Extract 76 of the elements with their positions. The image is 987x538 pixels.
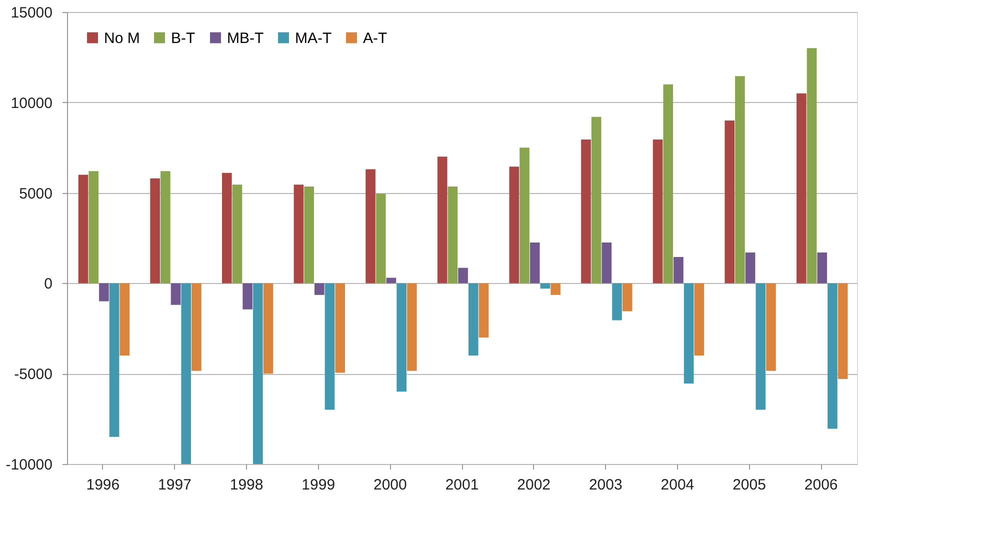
y-tick-label: -5000 — [14, 366, 52, 384]
legend-label: MB-T — [227, 30, 264, 47]
bar — [396, 283, 406, 392]
x-tick-label: 1998 — [230, 476, 264, 494]
x-tick-label: 2001 — [445, 476, 479, 494]
y-tick-label: -10000 — [6, 456, 52, 474]
bar — [838, 283, 848, 380]
bar — [724, 120, 735, 284]
y-tick-label: 5000 — [19, 185, 52, 202]
bar — [694, 283, 704, 356]
bar — [520, 148, 530, 284]
bar — [314, 283, 324, 295]
bar — [796, 93, 806, 284]
bar — [366, 169, 376, 284]
bar — [160, 171, 170, 284]
bar — [150, 178, 160, 284]
x-tick-label: 1997 — [158, 476, 192, 494]
bar — [591, 116, 602, 284]
bar — [509, 166, 520, 284]
x-tick-label: 2005 — [732, 476, 766, 494]
bar — [437, 156, 448, 284]
bar — [232, 184, 242, 284]
bar — [674, 256, 684, 284]
bar — [253, 283, 263, 464]
bar — [222, 172, 232, 284]
bar — [602, 242, 612, 284]
bar — [406, 283, 417, 371]
x-tick-label: 1996 — [86, 476, 120, 494]
bar — [468, 283, 478, 356]
bar — [828, 283, 838, 429]
x-tick-label: 1999 — [302, 476, 336, 494]
bar — [612, 283, 622, 320]
x-tick-label: 2006 — [804, 476, 838, 494]
bar — [335, 283, 345, 373]
bar — [663, 84, 674, 284]
bar — [304, 186, 314, 284]
bar — [745, 252, 756, 284]
bar — [109, 283, 120, 437]
legend-label: B-T — [171, 30, 196, 47]
x-tick-label: 2002 — [517, 476, 551, 494]
bar — [817, 252, 828, 284]
y-tick-label: 10000 — [10, 94, 52, 112]
bar — [294, 184, 304, 284]
bar — [581, 139, 591, 284]
bar — [324, 283, 335, 410]
bar — [766, 283, 776, 371]
x-tick-label: 2000 — [373, 476, 407, 494]
x-tick-label: 2004 — [660, 476, 694, 494]
legend-label: A-T — [363, 30, 388, 47]
legend-label: MA-T — [295, 30, 332, 47]
bar — [684, 283, 694, 384]
bar — [448, 186, 458, 284]
y-tick-label: 15000 — [10, 4, 52, 22]
bar — [652, 139, 663, 284]
bar — [806, 48, 817, 284]
bar — [458, 268, 468, 284]
bar — [540, 283, 550, 289]
bar — [478, 283, 489, 338]
bar — [242, 283, 252, 310]
y-tick-label: 0 — [44, 276, 52, 293]
bar — [192, 283, 202, 371]
bar — [530, 242, 540, 284]
legend-label: No M — [104, 30, 140, 47]
x-tick-label: 2003 — [588, 476, 622, 494]
bar — [376, 194, 386, 284]
bar — [181, 283, 192, 464]
bar — [99, 283, 109, 302]
bar — [735, 76, 745, 284]
bar — [756, 283, 766, 410]
bar — [170, 283, 181, 305]
bar — [622, 283, 632, 312]
bar — [263, 283, 274, 374]
bar — [550, 283, 560, 295]
bar — [120, 283, 130, 356]
bar — [88, 171, 99, 284]
bar — [78, 174, 88, 284]
